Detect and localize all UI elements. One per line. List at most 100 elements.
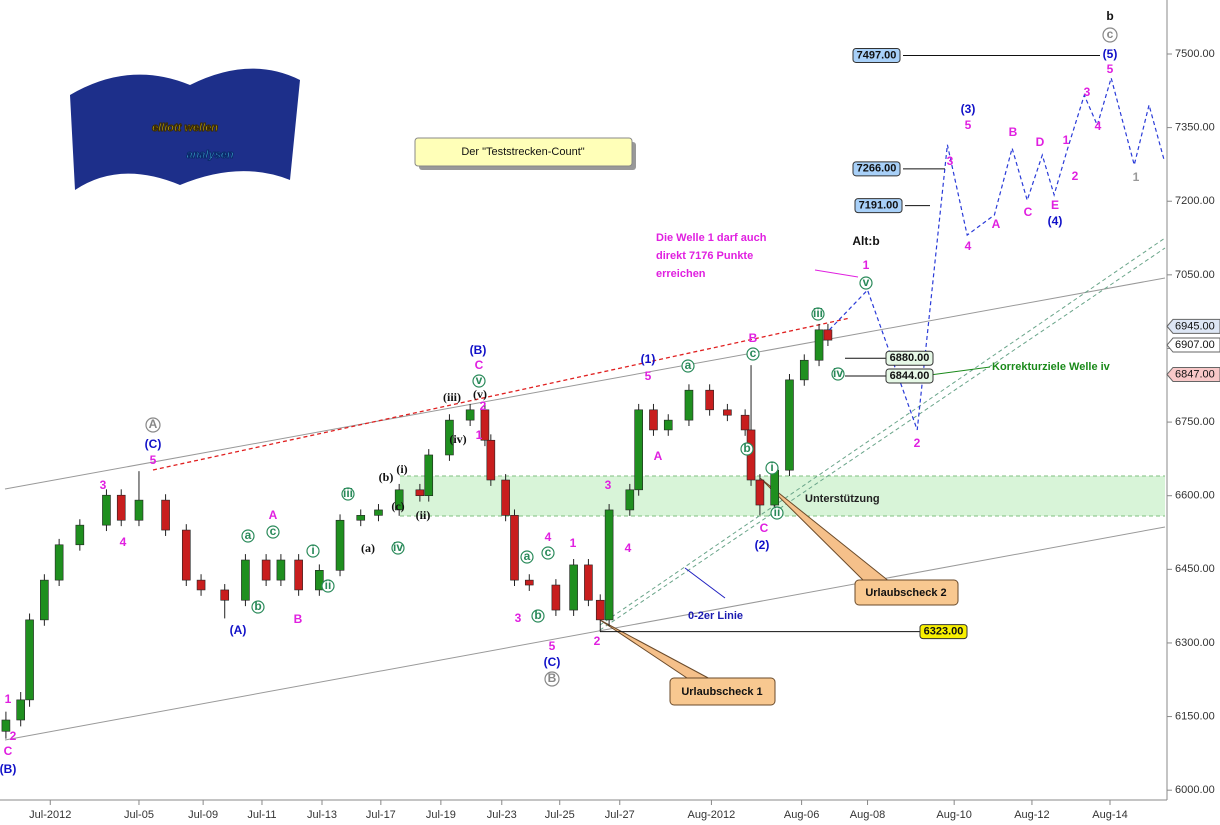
y-tick-label: 6150.00: [1175, 710, 1215, 722]
wave-label: 5: [645, 369, 652, 383]
wave-circle: [541, 546, 555, 560]
channel-line: [4, 277, 1166, 490]
wave-label: (5): [1103, 47, 1118, 61]
wave-label: 5: [1107, 62, 1114, 76]
price-marker-label: 6907.00: [1175, 339, 1215, 351]
callout-text: Urlaubscheck 1: [681, 686, 762, 698]
candle-body: [415, 489, 425, 497]
wave-label: 4: [625, 541, 632, 555]
candle-body: [480, 409, 490, 441]
wave-label: (B): [470, 343, 487, 357]
wave-label: a: [245, 528, 252, 542]
candle-body: [663, 419, 673, 431]
price-marker-label: 6945.00: [1175, 320, 1215, 332]
wave-label: (iv): [449, 432, 466, 446]
level-box: [852, 47, 901, 63]
candle-body: [16, 699, 25, 721]
wave-label: ii: [325, 578, 332, 592]
wave-label: C: [475, 358, 484, 372]
wave-circle: [241, 529, 255, 543]
candle-body: [723, 409, 732, 416]
channel-line: [4, 526, 1166, 741]
wave-label: A: [654, 449, 663, 463]
wave-label: c: [545, 545, 552, 559]
x-tick-label: Aug-06: [784, 809, 819, 821]
candle-body: [161, 499, 170, 531]
logo-flag: [70, 68, 300, 190]
logo-text: elliott wellen: [152, 122, 218, 134]
wave-label: (C): [145, 437, 162, 451]
note-line: direkt 7176 Punkte: [656, 250, 753, 262]
candle-body: [684, 389, 694, 421]
x-tick-label: Jul-19: [426, 809, 456, 821]
wave-label: C: [1024, 205, 1033, 219]
y-tick-label: 6450.00: [1175, 563, 1215, 575]
wave-label: c: [270, 524, 277, 538]
wave-label: i: [770, 460, 773, 474]
wave-circle: [321, 579, 335, 593]
level-box: [885, 368, 934, 384]
x-tick-label: Jul-13: [307, 809, 337, 821]
candle-body: [785, 379, 794, 471]
level-label: 6844.00: [890, 370, 930, 382]
wave-label: (1): [641, 352, 656, 366]
wave-label: 2: [914, 436, 921, 450]
candle-body: [220, 589, 230, 601]
callout-text: Urlaubscheck 2: [865, 587, 946, 599]
wave-label: 1: [570, 536, 577, 550]
candle-body: [276, 559, 286, 581]
level-box: [885, 350, 934, 366]
candle-body: [649, 409, 658, 431]
chart-title: Der "Teststrecken-Count": [461, 146, 584, 158]
wave-label: B: [294, 612, 303, 626]
candle-body: [799, 359, 809, 381]
level-box: [854, 198, 903, 214]
wave-label: 1: [476, 428, 483, 442]
wave-circle: [740, 442, 754, 456]
price-marker: [1166, 337, 1220, 353]
candle-body: [770, 469, 779, 506]
wave-circle: [859, 276, 873, 290]
candle-body: [823, 329, 833, 341]
x-tick-label: Jul-27: [605, 809, 635, 821]
level-label: 7497.00: [857, 49, 897, 61]
wave-circle: [1102, 27, 1118, 43]
wave-label: (c): [391, 499, 404, 513]
candle-body: [102, 494, 111, 526]
wave-label: (i): [396, 462, 407, 476]
wave-label: B: [1009, 125, 1018, 139]
candle-body: [569, 564, 578, 611]
title-box: [414, 137, 633, 167]
candle-body: [755, 479, 765, 506]
wave-label: 4: [120, 535, 127, 549]
candle-body: [625, 489, 635, 511]
wave-label: 1: [1063, 133, 1070, 147]
wave-label: 5: [150, 453, 157, 467]
wave-label: v: [476, 373, 483, 387]
wave-label: E: [1051, 198, 1059, 212]
x-tick-label: Aug-08: [850, 809, 885, 821]
zero-two-line: [599, 237, 1166, 626]
wave-label: C: [760, 521, 769, 535]
wave-label: (a): [361, 541, 375, 555]
x-tick-label: Jul-23: [487, 809, 517, 821]
wave-circle: [472, 374, 486, 388]
y-tick-label: 7200.00: [1175, 195, 1215, 207]
wave-label: (C): [544, 655, 561, 669]
wave-label: 3: [1084, 85, 1091, 99]
candle-body: [356, 515, 366, 521]
candle-body: [604, 509, 614, 621]
candle-body: [40, 579, 49, 621]
logo-text: analysen: [186, 149, 233, 161]
x-tick-label: Jul-09: [188, 809, 218, 821]
wave-label: (B): [0, 762, 16, 776]
wave-label: (b): [379, 470, 394, 484]
candle-body: [374, 509, 383, 516]
wave-circle: [341, 487, 355, 501]
candle-body: [584, 564, 593, 601]
wave-label: i: [311, 543, 314, 557]
wave-label: 3: [605, 478, 612, 492]
wave-label: c: [750, 346, 757, 360]
wave-label: 1: [863, 258, 870, 272]
candle-body: [595, 599, 605, 621]
